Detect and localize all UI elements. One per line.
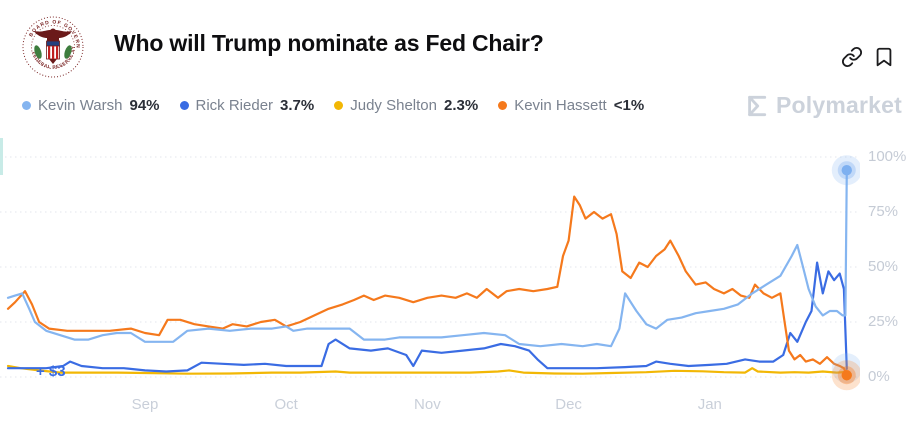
legend-dot-icon — [179, 101, 189, 110]
left-edge-accent — [0, 138, 3, 175]
legend-value: <1% — [613, 97, 645, 114]
legend-item-kevin-hassett: Kevin Hassett <1% — [498, 97, 644, 114]
profit-annotation: + $3 — [36, 363, 66, 380]
x-axis-tick: Jan — [697, 396, 722, 413]
bookmark-icon[interactable] — [873, 46, 895, 68]
legend-name: Kevin Warsh — [38, 97, 123, 114]
legend-value: 94% — [129, 97, 160, 114]
federal-reserve-seal-logo: BOARD OF GOVERNORS FEDERAL RESERVE SYSTE… — [21, 15, 84, 78]
x-axis-tick: Oct — [274, 396, 298, 413]
legend-name: Judy Shelton — [350, 97, 437, 114]
legend-name: Rick Rieder — [195, 97, 274, 114]
legend-value: 3.7% — [280, 97, 315, 114]
legend-item-kevin-warsh: Kevin Warsh 94% — [22, 97, 160, 114]
y-axis-tick: 75% — [868, 203, 899, 220]
end-marker-kevin-hassett — [841, 370, 852, 381]
legend-name: Kevin Hassett — [514, 97, 607, 114]
series-line-kevin-warsh — [6, 169, 848, 348]
polymarket-logo-icon — [748, 95, 767, 116]
y-axis-tick: 100% — [868, 148, 907, 165]
legend-dot-icon — [498, 101, 508, 110]
legend-item-judy-shelton: Judy Shelton 2.3% — [334, 97, 478, 114]
legend-dot-icon — [22, 101, 31, 110]
copy-link-icon[interactable] — [841, 46, 863, 68]
legend-dot-icon — [334, 101, 344, 110]
series-line-rick-rieder — [6, 261, 848, 373]
y-axis-tick: 0% — [868, 368, 890, 385]
polymarket-wordmark: Polymarket — [775, 92, 902, 118]
y-axis-tick: 25% — [868, 313, 899, 330]
x-axis-tick: Sep — [131, 396, 159, 413]
polymarket-watermark: Polymarket — [742, 92, 902, 119]
legend-item-rick-rieder: Rick Rieder 3.7% — [179, 97, 315, 114]
end-marker-kevin-warsh — [841, 165, 852, 176]
legend-value: 2.3% — [443, 97, 479, 114]
price-chart[interactable] — [0, 140, 862, 392]
chart-legend: Kevin Warsh 94% Rick Rieder 3.7% Judy Shelto… — [22, 97, 644, 114]
page-title: Who will Trump nominate as Fed Chair? — [114, 30, 544, 56]
x-axis-tick: Dec — [555, 396, 582, 413]
x-axis-tick: Nov — [414, 396, 441, 413]
series-line-kevin-hassett — [6, 195, 848, 377]
series-line-judy-shelton — [6, 364, 848, 375]
chart-canvas[interactable] — [0, 140, 862, 392]
y-axis-tick: 50% — [868, 258, 899, 275]
